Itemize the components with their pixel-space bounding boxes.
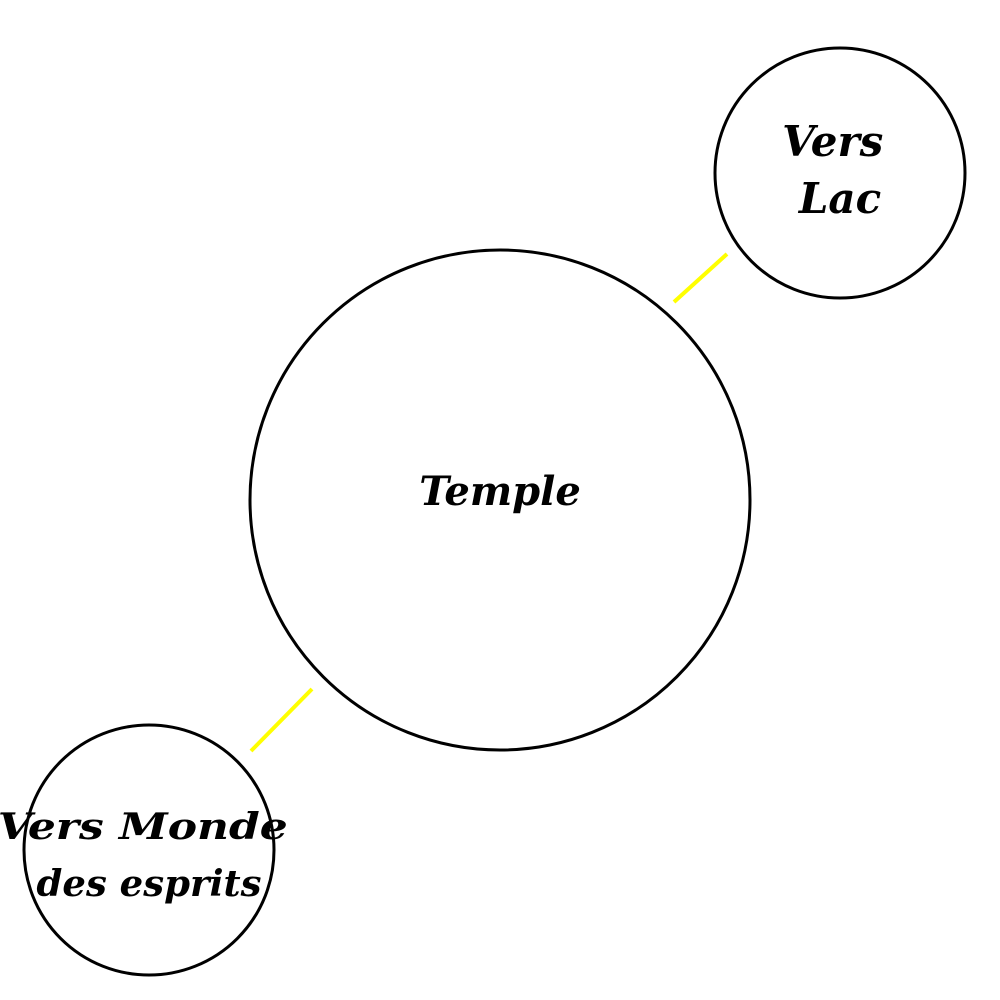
location-node-lake[interactable]: Vers Lac [713, 46, 967, 300]
spirit-world-label-line-2: des esprits [37, 863, 262, 905]
lake-label: Vers Lac [782, 117, 898, 223]
location-node-temple[interactable]: Temple [248, 248, 752, 752]
lake-label-line-2: Lac [798, 174, 881, 223]
temple-label: Temple [419, 468, 581, 515]
lake-label-line-1: Vers [782, 117, 883, 166]
location-node-spirit-world[interactable]: Vers Monde des esprits [0, 723, 300, 977]
connector-temple-lake [672, 252, 729, 304]
connector-temple-spirit-world [249, 687, 314, 753]
temple-circle [248, 248, 752, 752]
lake-circle [713, 46, 967, 300]
spirit-world-label-line-1: Vers Monde [0, 806, 288, 848]
spirit-world-label: Vers Monde des esprits [0, 806, 300, 905]
spirit-world-circle [22, 723, 276, 977]
